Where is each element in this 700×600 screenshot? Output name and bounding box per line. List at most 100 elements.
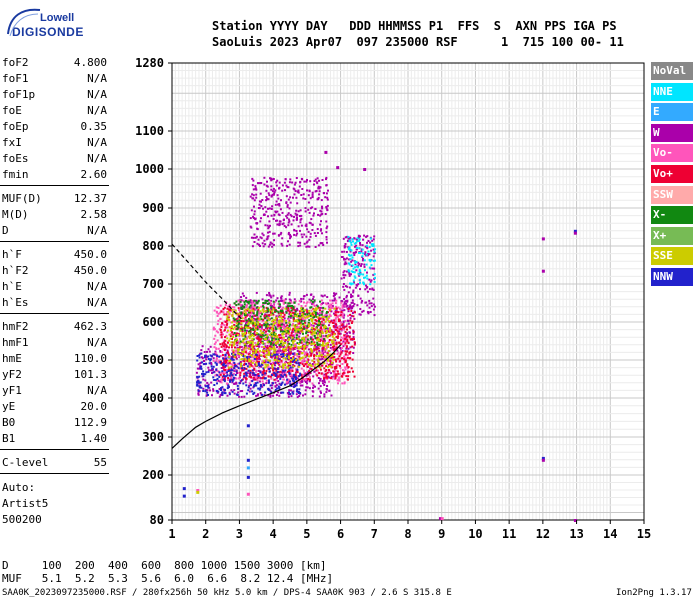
echo-point [345, 296, 348, 299]
echo-point [296, 368, 299, 371]
echo-point [252, 372, 255, 375]
echo-point [308, 378, 311, 381]
echo-point [333, 337, 336, 340]
echo-point [334, 318, 337, 321]
echo-point [321, 352, 324, 355]
echo-point [260, 365, 263, 368]
echo-point [252, 194, 255, 197]
echo-point [297, 322, 300, 325]
echo-point [252, 324, 255, 327]
echo-point [277, 302, 280, 305]
echo-point [224, 356, 226, 359]
echo-point [253, 241, 256, 243]
echo-point [317, 337, 320, 340]
echo-point [361, 248, 364, 251]
echo-point [341, 349, 344, 352]
echo-point [267, 310, 270, 313]
echo-point [336, 370, 339, 373]
echo-point [334, 346, 337, 349]
echo-point [220, 324, 223, 326]
echo-point [293, 228, 296, 231]
echo-point [309, 317, 312, 320]
param-row: h`F2 450.0 [2, 264, 107, 280]
legend-item-vo: Vo+ [651, 165, 693, 183]
echo-point [370, 305, 373, 308]
echo-point [284, 339, 287, 341]
echo-point [353, 281, 355, 284]
echo-point [352, 267, 355, 270]
echo-point [255, 306, 258, 309]
echo-point [303, 324, 306, 327]
echo-point [351, 264, 354, 267]
echo-point [268, 323, 271, 326]
echo-point [267, 394, 270, 397]
echo-point [311, 193, 314, 196]
echo-point [249, 319, 252, 322]
echo-point [216, 391, 219, 394]
echo-point [231, 381, 234, 384]
echo-point [234, 339, 237, 342]
echo-point [207, 366, 210, 369]
echo-point [359, 297, 362, 300]
echo-point [340, 301, 343, 304]
echo-point [205, 356, 208, 359]
echo-point [339, 366, 342, 369]
echo-point [233, 362, 236, 364]
echo-point [258, 323, 261, 326]
echo-point [267, 375, 270, 378]
echo-point [249, 360, 252, 363]
echo-point [217, 312, 220, 315]
echo-point [326, 385, 329, 387]
param-value: N/A [87, 280, 107, 293]
echo-point [358, 234, 360, 237]
echo-point [336, 346, 339, 349]
echo-point [371, 244, 374, 247]
echo-point [214, 374, 217, 377]
echo-point [342, 274, 345, 276]
echo-point [245, 296, 248, 299]
echo-point [346, 300, 349, 303]
echo-point [324, 330, 327, 333]
echo-point [275, 211, 277, 214]
echo-point [347, 262, 350, 265]
echo-point [287, 364, 290, 367]
echo-point [267, 366, 270, 369]
param-name: h`Es [2, 296, 29, 309]
echo-point [322, 302, 325, 304]
echo-point [323, 362, 326, 365]
echo-point [250, 354, 253, 357]
echo-point [262, 245, 265, 248]
echo-point [282, 345, 285, 348]
echo-point [224, 388, 226, 391]
echo-point [249, 344, 252, 346]
echo-point [295, 234, 298, 237]
echo-point [285, 375, 288, 378]
logo-digisonde: DIGISONDE [12, 25, 84, 39]
echo-point [232, 372, 235, 375]
echo-point [351, 238, 354, 241]
echo-point [278, 345, 281, 348]
echo-point [233, 392, 236, 395]
param-row: foEp 0.35 [2, 120, 107, 136]
echo-point [328, 324, 330, 327]
echo-point [269, 375, 272, 378]
echo-point [247, 325, 250, 328]
echo-point [321, 328, 324, 331]
echo-point [236, 319, 239, 322]
echo-point [208, 386, 211, 389]
echo-point [308, 245, 311, 248]
echo-point [321, 310, 324, 313]
echo-point [316, 312, 319, 315]
echo-point [264, 334, 267, 337]
legend-item-ssw: SSW [651, 185, 693, 204]
echo-point [308, 319, 311, 322]
echo-point [315, 311, 317, 314]
echo-point [231, 374, 234, 377]
echo-point [304, 210, 307, 213]
echo-point [318, 193, 321, 196]
echo-point [274, 316, 277, 319]
echo-point [293, 183, 296, 186]
echo-point [214, 352, 217, 355]
echo-point [299, 317, 302, 319]
echo-point [282, 312, 285, 314]
